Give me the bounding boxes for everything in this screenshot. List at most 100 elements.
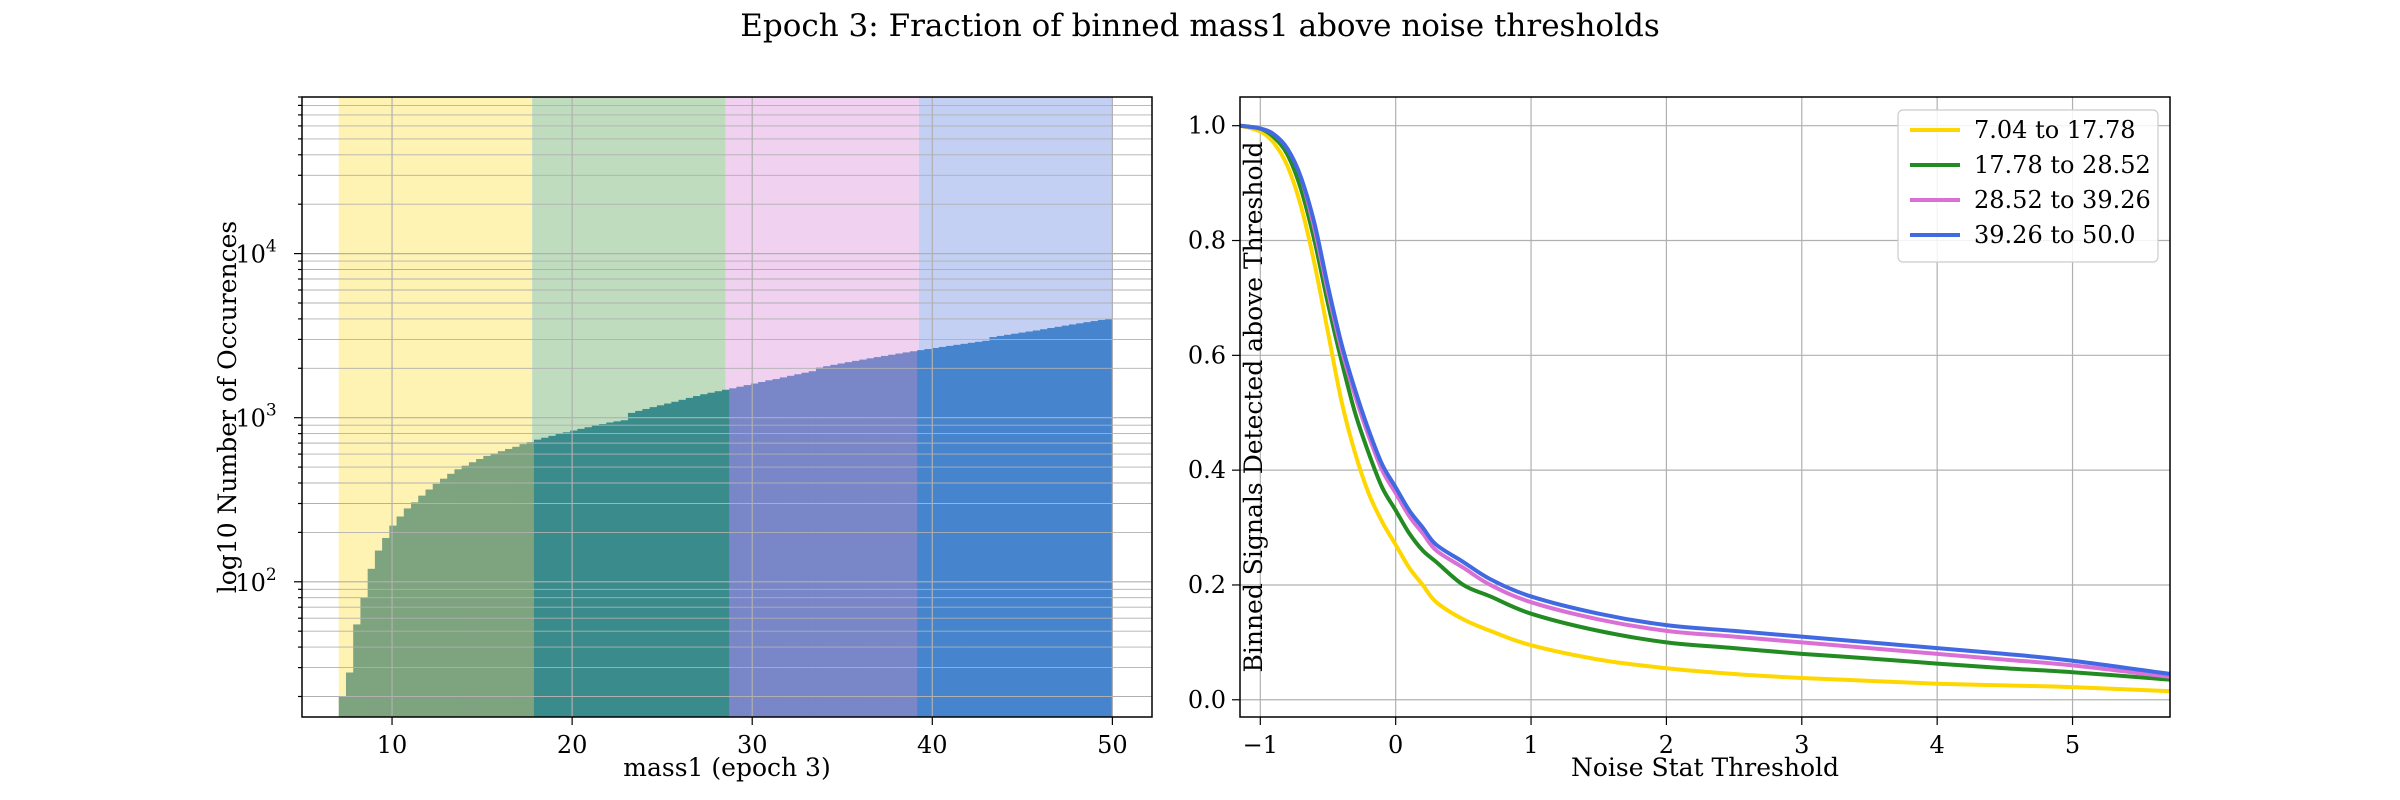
histogram-bar [859, 359, 868, 717]
histogram-plot-frame [301, 96, 1153, 718]
histogram-bar [497, 451, 506, 717]
histogram-bar [1003, 334, 1012, 717]
histogram-bar [591, 425, 600, 717]
histogram-bar [779, 377, 788, 717]
histogram-bar [924, 349, 933, 717]
histogram-bar [664, 403, 672, 717]
histogram-bar [353, 624, 362, 717]
histogram-bar [772, 379, 781, 717]
histogram-bar [606, 422, 615, 717]
histogram-bar [1047, 328, 1056, 717]
histogram-bar [1054, 326, 1063, 717]
histogram-bar [1083, 322, 1092, 717]
histogram-bar [635, 410, 644, 717]
histogram-bar [975, 341, 983, 717]
histogram-bar [548, 435, 557, 717]
histogram-bar [425, 489, 434, 717]
histogram-bar [541, 437, 550, 717]
histogram-bar [989, 337, 998, 717]
histogram-bar [526, 442, 535, 717]
histogram-bar [454, 469, 463, 717]
histogram-bar [599, 424, 607, 717]
histogram-bar [374, 550, 383, 717]
histogram-bar [946, 345, 954, 717]
histogram-bar [447, 473, 456, 717]
histogram-bar [1025, 331, 1034, 717]
histogram-bar [613, 421, 622, 717]
histogram-bar [411, 502, 419, 717]
histogram-y-tick-label: 104 [235, 237, 276, 269]
histogram-bar [844, 362, 853, 717]
histogram-bar [873, 357, 882, 717]
histogram-bar [1040, 329, 1048, 717]
histogram-bar [1097, 319, 1106, 717]
histogram-bar [707, 392, 716, 717]
histogram-bar [555, 434, 564, 717]
histogram-bar [685, 397, 694, 717]
histogram-bar [1090, 321, 1099, 717]
histogram-bar [815, 367, 824, 717]
histogram-bar [996, 335, 1005, 717]
histogram-x-axis-label: mass1 (epoch 3) [623, 753, 830, 782]
histogram-bar [1011, 333, 1019, 717]
histogram-bar [866, 358, 875, 717]
histogram-bar [396, 516, 405, 717]
histogram-bar [577, 428, 586, 717]
histogram-bar [837, 363, 846, 717]
histogram-y-tick-label: 103 [235, 401, 276, 433]
histogram-bar [721, 389, 730, 717]
histogram-bar [982, 340, 991, 717]
histogram-bar [902, 352, 911, 717]
histogram-bar [765, 380, 774, 717]
histogram-bar [909, 351, 918, 717]
histogram-bar [519, 444, 528, 717]
histogram-bar [1018, 332, 1027, 717]
histogram-bar [461, 465, 470, 717]
histogram-bar [823, 366, 831, 717]
histogram-x-tick-label: 50 [1097, 731, 1128, 759]
histogram-bar [367, 568, 376, 717]
histogram-bar [418, 495, 427, 717]
histogram-bar [389, 525, 398, 717]
histogram-x-tick-label: 30 [737, 731, 768, 759]
histogram-bar [649, 407, 658, 717]
histogram-bar [714, 391, 723, 717]
histogram-bar [953, 344, 962, 717]
histogram-bar [736, 386, 745, 717]
histogram-y-axis-label: log10 Number of Occurences [213, 221, 242, 594]
histogram-bar [642, 408, 651, 717]
histogram-bar [830, 364, 839, 717]
histogram-bar [360, 597, 369, 717]
histogram-bar [483, 455, 492, 717]
histogram-bar [693, 396, 701, 717]
histogram-bar [852, 360, 860, 717]
histogram-x-tick-label: 20 [557, 731, 588, 759]
histogram-bar [1061, 325, 1070, 717]
histogram-bar [895, 353, 904, 717]
histogram-y-tick-label: 102 [235, 565, 276, 597]
histogram-bar [888, 354, 897, 717]
histogram-bar [1032, 330, 1041, 717]
histogram-x-tick-label: 40 [917, 731, 948, 759]
histogram-bar [960, 343, 969, 717]
histogram-bar [620, 420, 629, 717]
histogram-bar [432, 483, 441, 717]
histogram-bar [1076, 323, 1085, 717]
histogram-bar [562, 432, 571, 717]
figure-title: Epoch 3: Fraction of binned mass1 above … [740, 8, 1660, 44]
histogram-bar [476, 459, 484, 717]
histogram-bar [881, 355, 889, 717]
histogram-bar [1068, 324, 1077, 717]
histogram-bar [570, 430, 578, 717]
histogram-bar [750, 383, 759, 717]
histogram-bar [794, 374, 803, 717]
histogram-bar [758, 382, 766, 717]
histogram-bar [382, 537, 390, 717]
histogram-bar [403, 508, 412, 717]
histogram-bar [533, 439, 542, 717]
histogram-bar [490, 453, 499, 717]
histogram-bar [505, 448, 513, 717]
histogram-bar [808, 371, 817, 717]
